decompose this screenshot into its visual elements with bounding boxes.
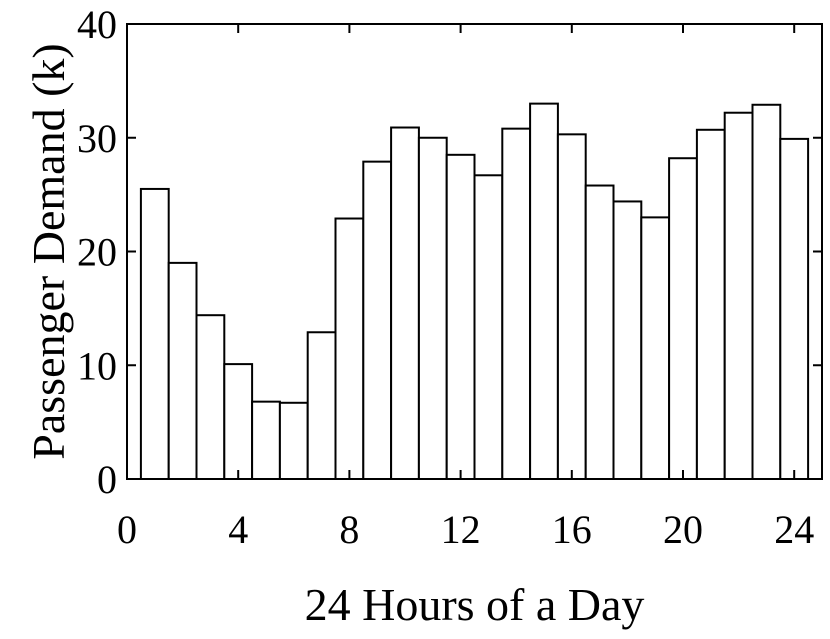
bar-hour-6 <box>278 401 309 481</box>
y-tick-label-40: 40 <box>77 2 117 47</box>
x-tick-label-4: 4 <box>228 507 248 552</box>
bar-hour-3 <box>195 314 226 481</box>
bar-hour-5 <box>251 400 281 480</box>
bar-hour-9 <box>362 160 393 480</box>
bar-hour-14 <box>501 127 532 480</box>
bar-hour-22 <box>723 111 754 480</box>
x-tick-label-16: 16 <box>552 507 592 552</box>
bar-hour-4 <box>223 363 254 480</box>
bar-hour-15 <box>529 102 559 480</box>
y-tick-label-20: 20 <box>77 230 117 275</box>
bar-hour-16 <box>556 133 587 480</box>
bar-hour-8 <box>334 217 365 480</box>
y-tick-label-0: 0 <box>97 457 117 502</box>
bar-hour-18 <box>612 200 643 480</box>
x-tick-label-12: 12 <box>441 507 481 552</box>
y-tick-label-10: 10 <box>77 343 117 388</box>
bar-hour-21 <box>695 128 726 480</box>
bar-hour-11 <box>417 136 448 480</box>
bar-hour-23 <box>751 103 782 480</box>
x-tick-label-24: 24 <box>774 507 814 552</box>
bar-hour-1 <box>139 187 170 480</box>
x-tick-label-0: 0 <box>117 507 137 552</box>
y-tick-label-30: 30 <box>77 116 117 161</box>
x-axis-label: 24 Hours of a Day <box>305 579 645 630</box>
y-axis-label: Passenger Demand (k) <box>23 43 74 459</box>
x-tick-label-20: 20 <box>663 507 703 552</box>
bar-hour-24 <box>779 137 810 480</box>
bars-group <box>139 102 810 481</box>
bar-hour-17 <box>584 184 615 480</box>
plot-frame <box>126 23 823 480</box>
bar-hour-12 <box>445 153 476 480</box>
bar-hour-10 <box>390 126 420 480</box>
tick-labels-group: 0 4 8 12 16 20 24 0 10 20 30 40 <box>77 2 814 552</box>
x-tick-label-8: 8 <box>339 507 359 552</box>
bar-hour-20 <box>668 157 698 480</box>
bar-hour-7 <box>306 331 337 481</box>
bar-hour-2 <box>167 261 198 480</box>
bar-hour-19 <box>640 216 671 480</box>
bar-hour-13 <box>473 174 504 480</box>
